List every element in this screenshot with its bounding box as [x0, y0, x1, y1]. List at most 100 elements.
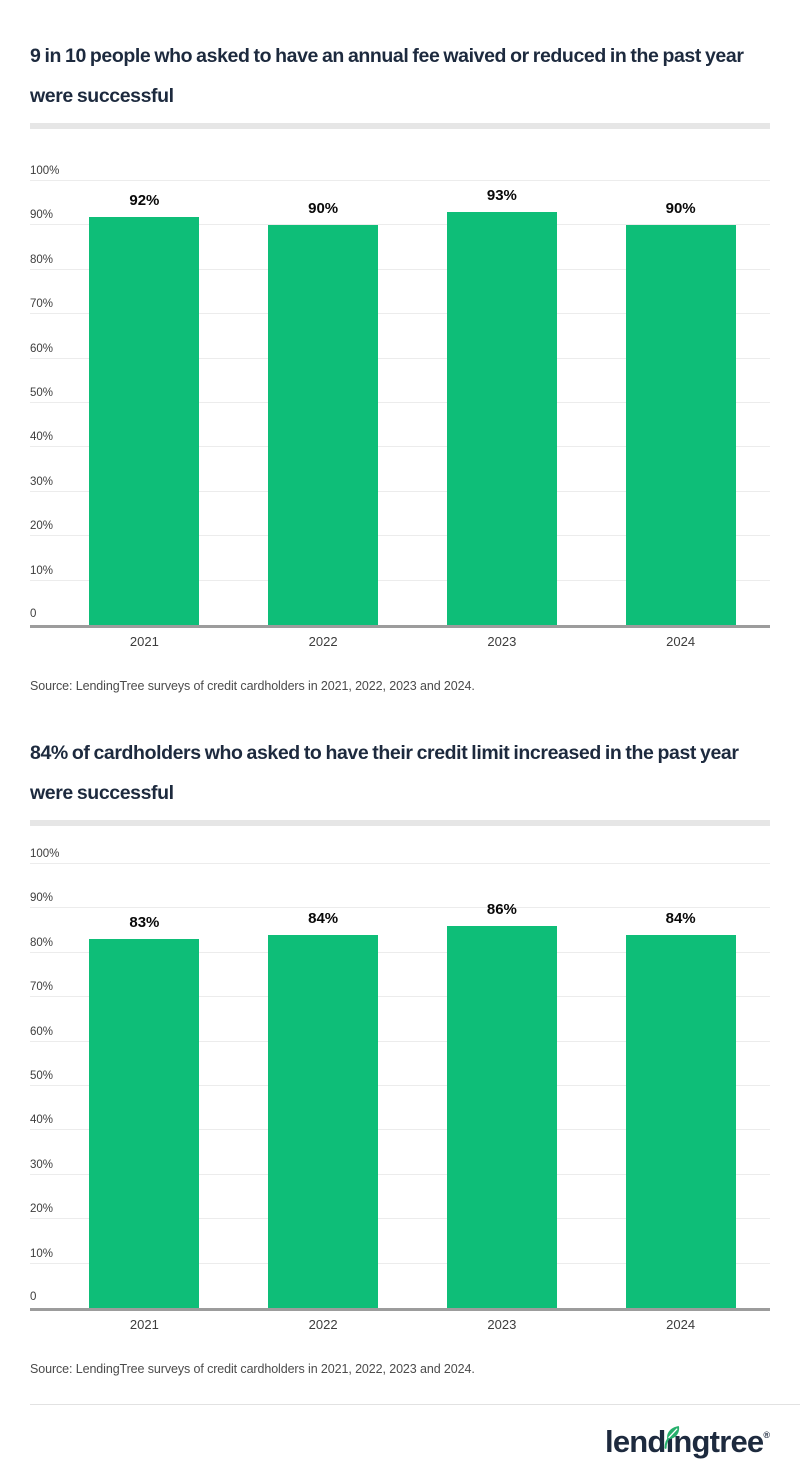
logo-letter-i: ı [664, 1419, 679, 1465]
plot-area: 83% 84% 86% 84% 100% 90% 80% 70% 60% 50% 40% 30% 20… [30, 848, 770, 1308]
bar-chart-credit-limit: 83% 84% 86% 84% 100% 90% 80% 70% 60% 50% 40% 30% 20… [30, 848, 770, 1332]
bar-2023: 93% [446, 187, 557, 625]
gridline-70 [30, 313, 770, 315]
gridline-60 [30, 1040, 770, 1042]
bar-value-label: 90% [308, 200, 339, 218]
y-axis-tick-label: 10% [30, 564, 54, 577]
gridline-50 [30, 402, 770, 403]
x-axis-label-2023: 2023 [487, 634, 517, 649]
logo-text-pre: lend [605, 1424, 666, 1459]
x-axis-label-2021: 2021 [129, 634, 159, 649]
bar-slot: 90% [591, 181, 770, 625]
y-axis-tick-label: 70% [30, 298, 54, 311]
y-axis-zero-label: 0 [30, 1291, 37, 1303]
registered-mark: ® [763, 1430, 770, 1440]
x-axis-labels: 2021 2022 2023 2024 [55, 634, 770, 649]
plot-area: 92% 90% 93% 90% 100% 90% 80% 70% 60% 50% 40% 30% 20… [30, 165, 770, 625]
y-axis-tick-label: 50% [30, 1070, 54, 1082]
bar-slot: 90% [234, 181, 413, 625]
bar-value-label: 84% [308, 910, 339, 928]
x-axis-label-2022: 2022 [308, 634, 338, 649]
gridline-30 [30, 490, 770, 492]
bar-2024: 84% [625, 910, 736, 1308]
x-axis-labels: 2021 2022 2023 2024 [55, 1317, 770, 1332]
page-footer: lend ıngtree® [30, 1404, 800, 1472]
x-axis-label-2024: 2024 [666, 634, 696, 649]
bar-2023: 86% [446, 901, 557, 1308]
y-axis-zero-label: 0 [30, 608, 37, 620]
gridline-10 [30, 579, 770, 581]
y-axis-tick-label: 40% [30, 1114, 54, 1127]
gridline-10 [30, 1262, 770, 1264]
y-axis-tick-label: 60% [30, 1025, 54, 1038]
gridline-30 [30, 1173, 770, 1175]
lendingtree-logo: lend ıngtree® [605, 1419, 770, 1472]
x-axis-label-2022: 2022 [308, 1317, 338, 1332]
bars-row: 83% 84% 86% 84% [55, 864, 770, 1308]
leaf-icon [664, 1426, 679, 1449]
logo-text-post: ngtree [673, 1424, 764, 1459]
bar-chart-annual-fee: 92% 90% 93% 90% 100% 90% 80% 70% 60% 50% 40% 30% 20… [30, 165, 770, 649]
gridline-20 [30, 535, 770, 537]
y-axis-tick-label: 40% [30, 431, 54, 444]
title-divider [30, 123, 770, 129]
bar-slot: 84% [234, 864, 413, 1308]
bar-value-label: 92% [129, 191, 160, 209]
y-axis-tick-label: 90% [30, 209, 54, 222]
x-axis-label-2021: 2021 [129, 1317, 159, 1332]
bar-value-label: 93% [486, 187, 517, 205]
bar-slot: 84% [591, 864, 770, 1308]
y-axis-tick-label: 100% [30, 848, 60, 860]
y-axis-tick-label: 80% [30, 253, 54, 266]
y-axis-tick-label: 20% [30, 520, 54, 533]
section-title-credit-limit: 84% of cardholders who asked to have the… [30, 742, 739, 804]
bar-slot: 83% [55, 864, 234, 1308]
source-note: Source: LendingTree surveys of credit ca… [30, 1362, 475, 1376]
bar-slot: 93% [413, 181, 592, 625]
y-axis-tick-label: 50% [30, 387, 54, 399]
section-credit-limit: 84% of cardholders who asked to have the… [30, 693, 770, 1376]
y-axis-tick-label: 20% [30, 1203, 54, 1216]
bar-slot: 86% [413, 864, 592, 1308]
gridline-40 [30, 446, 770, 448]
y-axis-tick-label: 30% [30, 1158, 54, 1171]
bar-slot: 92% [55, 181, 234, 625]
x-axis-line [30, 625, 770, 628]
x-axis-line [30, 1308, 770, 1311]
y-axis-tick-label: 60% [30, 342, 54, 355]
gridline-100 [30, 863, 770, 864]
section-annual-fee: 9 in 10 people who asked to have an annu… [30, 0, 770, 693]
gridline-70 [30, 996, 770, 998]
bar-value-label: 86% [486, 901, 517, 919]
gridline-90 [30, 907, 770, 909]
y-axis-tick-label: 10% [30, 1247, 54, 1260]
x-axis-label-2023: 2023 [487, 1317, 517, 1332]
gridline-80 [30, 951, 770, 953]
y-axis-tick-label: 80% [30, 936, 54, 949]
y-axis-tick-label: 100% [30, 165, 60, 177]
y-axis-tick-label: 70% [30, 981, 54, 994]
bars-row: 92% 90% 93% 90% [55, 181, 770, 625]
y-axis-tick-label: 30% [30, 475, 54, 488]
bar-2022: 90% [268, 200, 379, 625]
source-note: Source: LendingTree surveys of credit ca… [30, 679, 475, 693]
gridline-100 [30, 180, 770, 181]
logo-dotless-i: ı [665, 1424, 675, 1459]
gridline-40 [30, 1129, 770, 1131]
bar-2024: 90% [625, 200, 736, 625]
gridline-50 [30, 1085, 770, 1086]
gridline-80 [30, 268, 770, 270]
bar-2021: 92% [89, 192, 200, 625]
x-axis-label-2024: 2024 [666, 1317, 696, 1332]
bar-value-label: 83% [129, 914, 160, 932]
y-axis-tick-label: 90% [30, 892, 54, 905]
gridline-60 [30, 357, 770, 359]
footer-divider [30, 1404, 800, 1405]
bar-2021: 83% [89, 914, 200, 1308]
logo-row: lend ıngtree® [30, 1419, 770, 1472]
gridline-20 [30, 1218, 770, 1220]
title-divider [30, 820, 770, 826]
gridline-90 [30, 224, 770, 226]
bar-value-label: 84% [665, 910, 696, 928]
